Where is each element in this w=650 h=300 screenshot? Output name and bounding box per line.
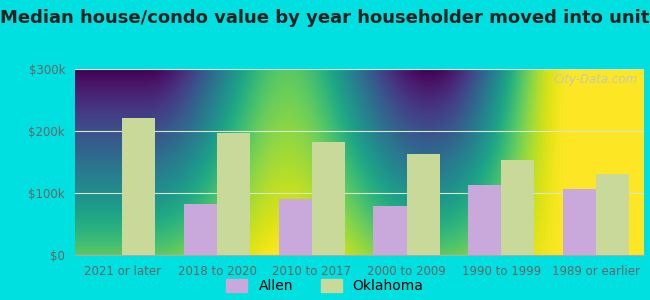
Bar (373, 206, 406, 255)
Legend: Allen, Oklahoma: Allen, Oklahoma (226, 279, 424, 293)
Bar (596, 174, 629, 255)
Bar (279, 199, 312, 255)
Bar (122, 118, 155, 255)
Text: Median house/condo value by year householder moved into unit: Median house/condo value by year househo… (0, 9, 650, 27)
Bar (184, 203, 217, 255)
Bar (312, 142, 345, 255)
Text: City-Data.com: City-Data.com (554, 73, 638, 86)
Bar (501, 160, 534, 255)
Bar (468, 185, 501, 255)
Bar (563, 189, 596, 255)
Bar (406, 154, 439, 255)
Bar (217, 133, 250, 255)
